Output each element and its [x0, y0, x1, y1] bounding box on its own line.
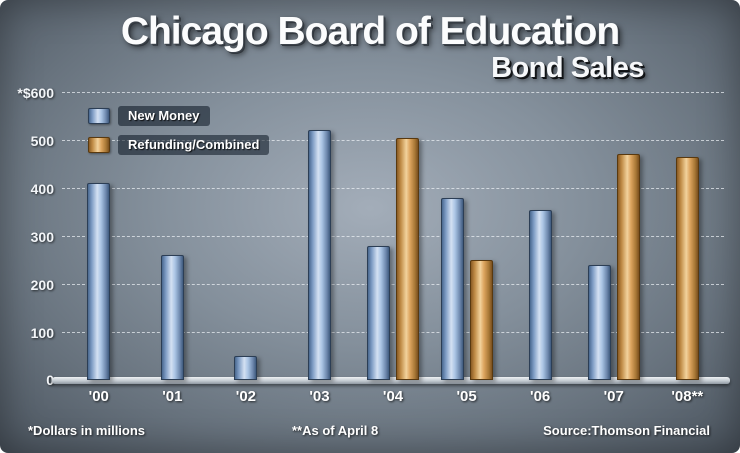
- legend-item: Refunding/Combined: [88, 135, 270, 155]
- bar-new-money-02: [234, 356, 258, 380]
- y-axis-label: 300: [30, 229, 54, 245]
- y-axis-label: 100: [30, 325, 54, 341]
- footnote-asof: **As of April 8: [292, 423, 379, 438]
- gridline-300: 300: [31, 229, 724, 245]
- page-title: Chicago Board of Education: [120, 10, 620, 53]
- legend-label: New Money: [118, 106, 210, 126]
- x-axis-label: '02: [235, 388, 257, 405]
- x-axis-label: '01: [162, 388, 183, 405]
- bar-refunding-combined-04: [396, 137, 420, 380]
- bar-new-money-06: [528, 209, 552, 380]
- legend-swatch-icon: [88, 137, 110, 153]
- bar-new-money-05: [440, 197, 464, 380]
- gridline-200: 200: [31, 277, 724, 293]
- footnote-dollars: *Dollars in millions: [28, 423, 146, 438]
- legend-label: Refunding/Combined: [118, 135, 270, 155]
- gridline-600: *$600: [17, 85, 724, 101]
- category-group-04: '04: [356, 92, 430, 405]
- gridline-500: 500: [31, 133, 724, 149]
- legend-swatch-icon: [88, 108, 110, 124]
- category-group-07: '07: [577, 92, 651, 405]
- y-axis-label: 400: [30, 181, 54, 197]
- category-group-00: '00: [62, 92, 136, 405]
- category-group-08: '08**: [651, 92, 725, 405]
- y-axis-label: 0: [46, 372, 54, 388]
- bar-refunding-combined-07: [616, 154, 640, 380]
- y-axis-label: 500: [30, 133, 54, 149]
- x-axis-label: '00: [88, 388, 109, 405]
- bar-new-money-04: [367, 245, 391, 380]
- bars-layer: '00 '01 '02 '03 '04 '05 '06 '07 '08**: [62, 92, 725, 405]
- bar-refunding-combined-08: [675, 156, 699, 380]
- category-group-03: '03: [283, 92, 357, 405]
- x-axis-label: '03: [309, 388, 330, 405]
- x-axis-baseline: [52, 377, 730, 384]
- x-axis-label: '05: [456, 388, 477, 405]
- bar-new-money-01: [160, 255, 184, 380]
- x-axis-label: '08**: [671, 388, 704, 405]
- chart-subtitle: Bond Sales: [491, 52, 644, 84]
- x-axis-label: '07: [603, 388, 624, 405]
- bar-chart: *$600 500 400 300 200 100 0 '00 '01 '02 '03 '04 '05…: [17, 85, 730, 405]
- y-axis-label: 200: [30, 277, 54, 293]
- gridline-100: 100: [31, 325, 724, 341]
- y-axis-label: *$600: [17, 85, 54, 101]
- x-axis-label: '04: [382, 388, 404, 405]
- footnote-source: Source:Thomson Financial: [543, 423, 710, 438]
- bar-new-money-03: [307, 130, 331, 380]
- legend-item: New Money: [88, 106, 269, 126]
- category-group-01: '01: [136, 92, 210, 405]
- category-group-02: '02: [209, 92, 283, 405]
- category-group-05: '05: [430, 92, 504, 405]
- category-group-06: '06: [503, 92, 577, 405]
- bar-refunding-combined-05: [469, 260, 493, 380]
- chart-legend: New Money Refunding/Combined: [88, 106, 270, 164]
- gridline-400: 400: [31, 181, 724, 197]
- bar-new-money-00: [87, 183, 111, 380]
- bar-new-money-07: [587, 264, 611, 380]
- x-axis-label: '06: [530, 388, 551, 405]
- grid-layer: *$600 500 400 300 200 100 0: [17, 85, 724, 388]
